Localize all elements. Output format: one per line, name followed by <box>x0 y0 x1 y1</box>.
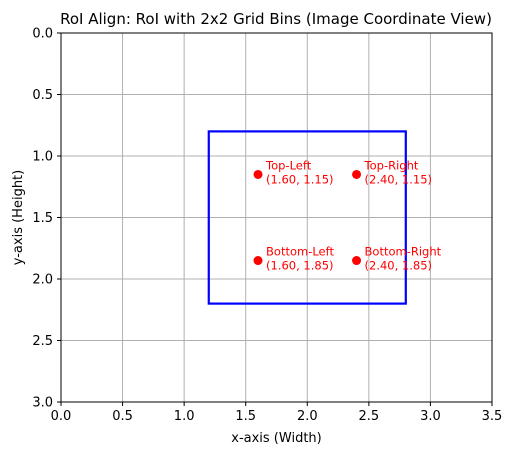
y-axis-label: y-axis (Height) <box>11 170 26 265</box>
axis-ticks: 0.0 0.5 1.0 1.5 2.0 2.5 3.0 3.5 0.0 0.5 1.0 1.5 2.0 2… <box>32 27 502 425</box>
x-tick-label: 3.0 <box>420 409 441 424</box>
y-tick-label: 0.0 <box>32 27 53 42</box>
x-tick-label: 3.5 <box>482 409 503 424</box>
point-coordinates: (1.60, 1.15) <box>266 172 334 186</box>
point-name: Bottom-Right <box>365 245 442 259</box>
point-coordinates: (1.60, 1.85) <box>266 259 334 273</box>
sample-point <box>253 169 263 179</box>
point-name: Top-Left <box>265 158 312 172</box>
sample-point <box>253 256 263 266</box>
chart-title: RoI Align: RoI with 2x2 Grid Bins (Image… <box>60 10 492 28</box>
x-tick-label: 0.5 <box>112 409 133 424</box>
point-coordinates: (2.40, 1.85) <box>365 259 433 273</box>
y-tick-label: 2.0 <box>32 273 53 288</box>
sample-point-label: Top-Right (2.40, 1.15) <box>364 158 433 186</box>
x-axis-label: x-axis (Width) <box>231 431 321 446</box>
x-tick-label: 2.0 <box>297 409 318 424</box>
x-tick-label: 0.0 <box>51 409 72 424</box>
x-tick-label: 1.5 <box>235 409 256 424</box>
y-tick-label: 1.5 <box>32 211 53 226</box>
y-tick-label: 2.5 <box>32 334 53 349</box>
point-name: Bottom-Left <box>266 245 334 259</box>
point-name: Top-Right <box>364 158 419 172</box>
y-tick-label: 0.5 <box>32 88 53 103</box>
sample-point-label: Bottom-Right (2.40, 1.85) <box>365 245 442 273</box>
x-tick-label: 1.0 <box>174 409 195 424</box>
sample-point-label: Bottom-Left (1.60, 1.85) <box>266 245 334 273</box>
y-tick-label: 1.0 <box>32 150 53 165</box>
grid-lines <box>60 32 493 403</box>
sample-point <box>352 256 362 266</box>
point-coordinates: (2.40, 1.15) <box>365 172 433 186</box>
x-tick-label: 2.5 <box>359 409 380 424</box>
roi-box <box>207 130 407 305</box>
sample-points-layer: Top-Left (1.60, 1.15) Top-Right (2.40, 1.15… <box>253 158 442 273</box>
y-tick-label: 3.0 <box>32 396 53 411</box>
roi-box-layer <box>207 130 407 305</box>
sample-point <box>352 169 362 179</box>
sample-point-label: Top-Left (1.60, 1.15) <box>265 158 334 186</box>
